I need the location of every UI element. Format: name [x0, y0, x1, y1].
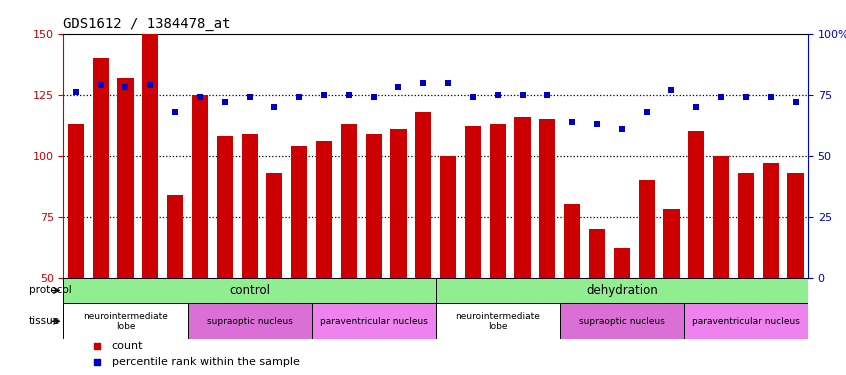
Bar — [738, 173, 754, 278]
Point — [293, 94, 306, 100]
Point — [94, 82, 107, 88]
Point — [91, 359, 104, 365]
Bar — [63, 303, 188, 339]
Bar — [564, 204, 580, 278]
Point — [118, 84, 132, 90]
Text: GDS1612 / 1384478_at: GDS1612 / 1384478_at — [63, 17, 231, 32]
Bar — [436, 303, 560, 339]
Text: protocol: protocol — [29, 285, 71, 296]
Bar — [266, 173, 283, 278]
Bar — [788, 173, 804, 278]
Point — [714, 94, 728, 100]
Bar — [436, 278, 808, 303]
Bar — [63, 278, 436, 303]
Bar — [589, 229, 605, 278]
Bar — [684, 303, 808, 339]
Point — [267, 104, 281, 110]
Bar — [341, 124, 357, 278]
Point — [392, 84, 405, 90]
Bar — [365, 134, 382, 278]
Bar — [539, 119, 556, 278]
Bar — [192, 95, 208, 278]
Bar — [188, 303, 311, 339]
Point — [516, 92, 530, 98]
Bar — [639, 180, 655, 278]
Text: neurointermediate
lobe: neurointermediate lobe — [455, 312, 540, 331]
Bar — [464, 126, 481, 278]
Bar — [490, 124, 506, 278]
Text: paraventricular nucleus: paraventricular nucleus — [320, 317, 427, 326]
Point — [342, 92, 355, 98]
Bar — [688, 131, 705, 278]
Text: control: control — [229, 284, 270, 297]
Point — [640, 109, 653, 115]
Bar — [316, 141, 332, 278]
Bar — [291, 146, 307, 278]
Text: dehydration: dehydration — [586, 284, 657, 297]
Bar — [167, 195, 184, 278]
Text: supraoptic nucleus: supraoptic nucleus — [206, 317, 293, 326]
Text: count: count — [112, 341, 143, 351]
Bar — [390, 129, 407, 278]
Point — [243, 94, 256, 100]
Bar — [118, 78, 134, 278]
Point — [193, 94, 206, 100]
Point — [367, 94, 381, 100]
Bar — [613, 248, 630, 278]
Point — [591, 121, 604, 127]
Point — [168, 109, 182, 115]
Bar — [663, 209, 679, 278]
Point — [665, 87, 678, 93]
Bar — [241, 134, 258, 278]
Point — [466, 94, 480, 100]
Point — [69, 89, 83, 95]
Bar — [415, 112, 431, 278]
Point — [565, 118, 579, 124]
Point — [144, 82, 157, 88]
Bar — [92, 58, 109, 278]
Bar — [217, 136, 233, 278]
Bar — [142, 34, 158, 278]
Point — [541, 92, 554, 98]
Point — [615, 126, 629, 132]
Bar — [560, 303, 684, 339]
Bar — [311, 303, 436, 339]
Point — [218, 99, 232, 105]
Text: paraventricular nucleus: paraventricular nucleus — [692, 317, 799, 326]
Bar — [440, 156, 456, 278]
Point — [764, 94, 777, 100]
Point — [442, 80, 455, 86]
Point — [416, 80, 430, 86]
Bar — [514, 117, 530, 278]
Point — [689, 104, 703, 110]
Point — [739, 94, 753, 100]
Point — [788, 99, 802, 105]
Text: supraoptic nucleus: supraoptic nucleus — [579, 317, 665, 326]
Point — [491, 92, 504, 98]
Text: tissue: tissue — [29, 316, 60, 326]
Point — [317, 92, 331, 98]
Point — [91, 344, 104, 350]
Text: neurointermediate
lobe: neurointermediate lobe — [83, 312, 168, 331]
Bar — [713, 156, 729, 278]
Bar — [762, 163, 779, 278]
Bar — [68, 124, 84, 278]
Text: percentile rank within the sample: percentile rank within the sample — [112, 357, 299, 367]
